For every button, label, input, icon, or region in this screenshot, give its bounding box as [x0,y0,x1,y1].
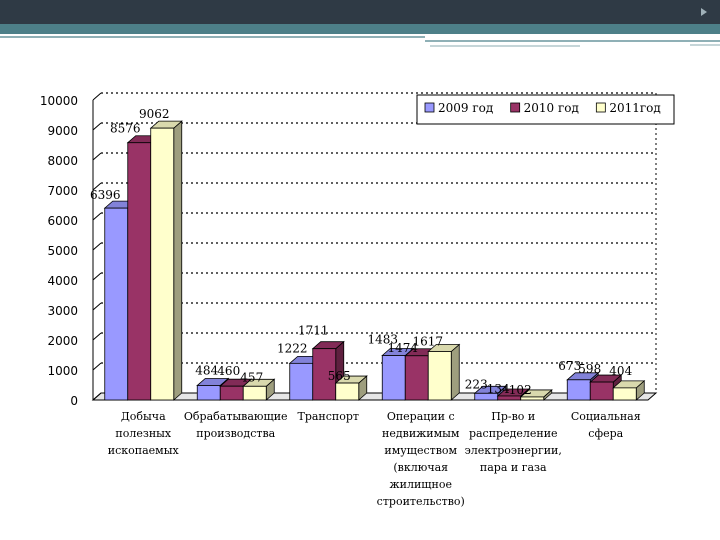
category-label-line: электроэнергии, [465,444,562,457]
category-label: Операции с недвижимым имуществом (включая жи… [377,410,465,508]
header-dark-band [0,0,720,24]
y-axis-tick [92,392,102,401]
y-axis-tick [92,272,102,281]
bar [127,142,152,401]
y-axis-tick [92,122,102,131]
y-tick-label: 3000 [47,304,78,318]
bar [589,381,614,401]
category-label-line: жилищное [390,478,452,491]
data-label: 598 [578,362,601,376]
y-tick-label: 8000 [47,154,78,168]
header-rule [0,36,425,38]
data-label: 9062 [139,107,170,121]
y-tick-label: 0 [70,394,78,408]
category-label-line: Транспорт [297,410,359,423]
category-label-line: Добыча [121,410,166,423]
y-axis-tick [92,92,102,101]
category-label-line: производства [196,427,275,440]
legend-swatch [595,102,606,113]
bar [150,127,175,401]
arrow-icon [701,8,707,16]
data-label: 8576 [110,122,141,136]
data-label: 1617 [412,334,443,348]
y-tick-label: 1000 [47,364,78,378]
data-label: 404 [609,364,632,378]
category-label-line: недвижимым [382,427,460,440]
bar [381,355,406,401]
bar [612,387,637,401]
data-label: 6396 [90,188,121,202]
bar-side [173,120,183,401]
category-label: Добыча полезных ископаемых [108,410,180,457]
header-rule [425,40,720,42]
bar [427,351,452,401]
data-label: 134 [487,382,510,396]
data-label: 565 [328,369,351,383]
y-tick-label: 5000 [47,244,78,258]
bar [312,348,337,401]
legend-swatch [510,102,521,113]
bar [242,385,267,401]
category-label-line: Обрабатывающие [184,410,288,423]
header-teal-band [0,24,720,34]
category-label-line: полезных [115,427,172,440]
data-label: 102 [509,383,532,397]
data-label: 223 [465,377,488,391]
legend-box [416,94,675,125]
category-label: Пр-во и распределение электроэнергии, пара … [465,410,562,474]
legend-label: 2011год [609,101,660,115]
legend-label: 2010 год [524,101,579,115]
y-axis-tick [92,152,102,161]
category-label-line: распределение [469,427,558,440]
category-label-line: Операции с [387,410,455,423]
bar [219,385,244,401]
bar [289,362,314,401]
y-tick-label: 4000 [47,274,78,288]
y-axis-tick [92,212,102,221]
data-label: 673 [558,359,581,373]
bar [404,355,429,401]
data-label: 1474 [387,341,418,355]
y-tick-label: 6000 [47,214,78,228]
bar [335,382,360,401]
y-axis-tick [92,242,102,251]
y-axis-tick [92,182,102,191]
bar [566,379,591,401]
category-label-line: строительство) [377,495,465,508]
data-label: 460 [217,364,240,378]
legend-swatch [424,102,435,113]
bar [520,396,545,401]
category-label-line: ископаемых [108,444,180,457]
header-rule [690,44,720,46]
data-label: 457 [240,370,263,384]
header-rule [430,45,580,47]
y-tick-label: 2000 [47,334,78,348]
y-axis-tick [92,362,102,371]
category-label: Социальная сфера [571,410,641,440]
bar [196,385,221,401]
category-label: Транспорт [297,410,359,423]
legend-label: 2009 год [438,101,493,115]
y-axis-tick [92,332,102,341]
y-tick-label: 9000 [47,124,78,138]
category-label-line: сфера [588,427,623,440]
y-tick-label: 10000 [40,94,78,108]
category-label-line: Социальная [571,410,641,423]
data-label: 1711 [298,324,329,338]
bar-side [450,343,460,401]
bar [104,207,129,401]
category-label-line: пара и газа [480,461,547,474]
y-axis-tick [92,302,102,311]
y-tick-label: 7000 [47,184,78,198]
category-label: Обрабатывающие производства [184,410,288,440]
data-label: 1483 [367,333,398,347]
category-label-line: Пр-во и [491,410,535,423]
data-label: 1222 [277,341,308,355]
category-label-line: (включая [393,461,448,474]
data-label: 484 [195,363,218,377]
category-label-line: имуществом [384,444,457,457]
